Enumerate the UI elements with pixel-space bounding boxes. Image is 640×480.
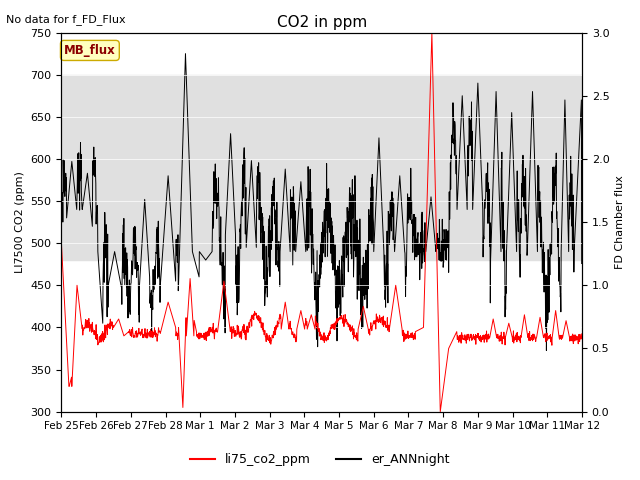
Title: CO2 in ppm: CO2 in ppm	[276, 15, 367, 30]
Text: No data for f_FD_Flux: No data for f_FD_Flux	[6, 14, 126, 25]
Bar	[61, 75, 582, 260]
Text: MB_flux: MB_flux	[64, 44, 116, 57]
Y-axis label: LI7500 CO2 (ppm): LI7500 CO2 (ppm)	[15, 171, 25, 273]
Legend: li75_co2_ppm, er_ANNnight: li75_co2_ppm, er_ANNnight	[186, 448, 454, 471]
Y-axis label: FD Chamber flux: FD Chamber flux	[615, 175, 625, 269]
